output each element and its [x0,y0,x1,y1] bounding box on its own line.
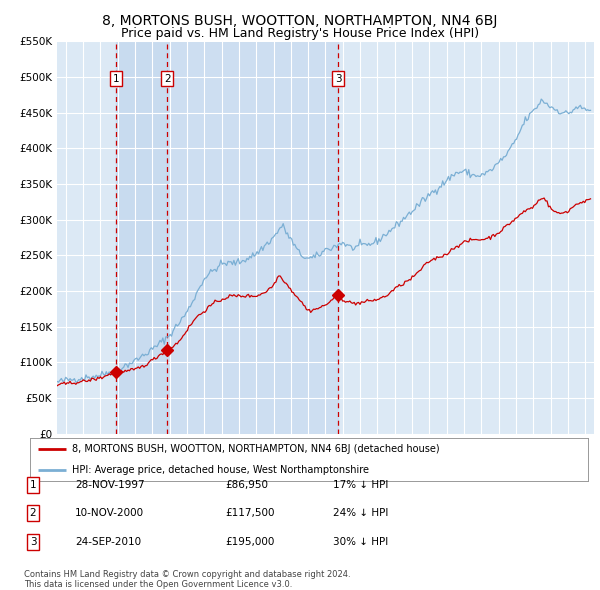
Text: £86,950: £86,950 [225,480,268,490]
Text: 1: 1 [29,480,37,490]
Bar [167,41,338,434]
Text: 30% ↓ HPI: 30% ↓ HPI [333,537,388,546]
Text: 3: 3 [335,74,341,84]
Text: £195,000: £195,000 [225,537,274,546]
Text: Contains HM Land Registry data © Crown copyright and database right 2024.
This d: Contains HM Land Registry data © Crown c… [24,570,350,589]
Text: 10-NOV-2000: 10-NOV-2000 [75,509,144,518]
Text: 8, MORTONS BUSH, WOOTTON, NORTHAMPTON, NN4 6BJ: 8, MORTONS BUSH, WOOTTON, NORTHAMPTON, N… [103,14,497,28]
Text: HPI: Average price, detached house, West Northamptonshire: HPI: Average price, detached house, West… [72,466,369,475]
Text: 24-SEP-2010: 24-SEP-2010 [75,537,141,546]
Text: 2: 2 [29,509,37,518]
Text: 28-NOV-1997: 28-NOV-1997 [75,480,145,490]
Text: 2: 2 [164,74,170,84]
Bar [116,41,167,434]
Text: 17% ↓ HPI: 17% ↓ HPI [333,480,388,490]
Text: 24% ↓ HPI: 24% ↓ HPI [333,509,388,518]
Text: £117,500: £117,500 [225,509,275,518]
Text: 1: 1 [113,74,119,84]
Text: 8, MORTONS BUSH, WOOTTON, NORTHAMPTON, NN4 6BJ (detached house): 8, MORTONS BUSH, WOOTTON, NORTHAMPTON, N… [72,444,439,454]
Text: Price paid vs. HM Land Registry's House Price Index (HPI): Price paid vs. HM Land Registry's House … [121,27,479,40]
Text: 3: 3 [29,537,37,546]
